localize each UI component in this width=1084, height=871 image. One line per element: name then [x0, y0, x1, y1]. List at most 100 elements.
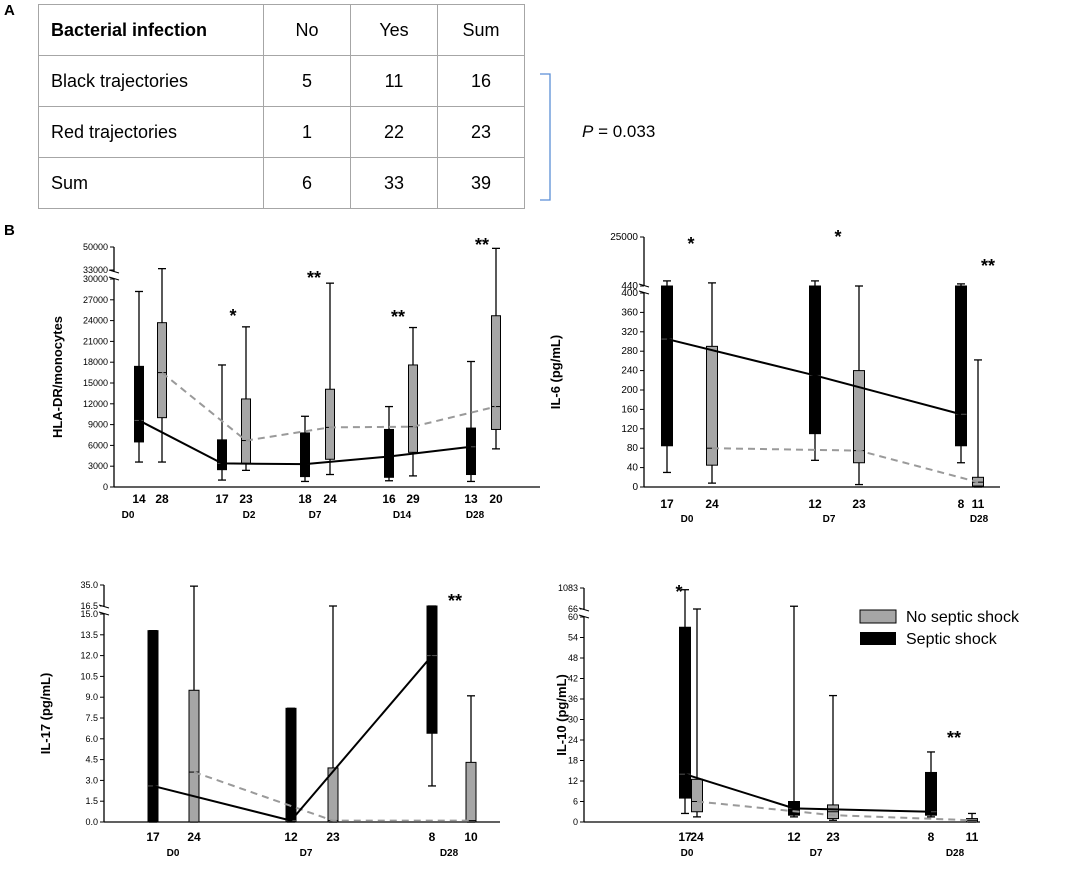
y-tick-label: 7.5: [85, 713, 98, 723]
n-label-septic-shock: 12: [787, 830, 801, 844]
y-tick-label: 15.0: [80, 609, 98, 619]
significance-mark: **: [947, 728, 961, 748]
y-tick-label: 30: [568, 715, 578, 725]
box-septic-shock: [217, 439, 227, 471]
line-no-septic-shock: [711, 447, 979, 484]
line-no-septic-shock: [193, 771, 471, 822]
p-symbol: P: [582, 122, 594, 141]
table-header-cell: No: [263, 4, 351, 56]
x-tick-label-day: D0: [122, 510, 135, 521]
n-label-septic-shock: 18: [298, 492, 312, 506]
n-label-no-septic-shock: 23: [826, 830, 840, 844]
box-no-septic-shock: [325, 388, 335, 460]
box-septic-shock: [147, 630, 159, 823]
n-label-no-septic-shock: 24: [323, 492, 337, 506]
box-no-septic-shock: [327, 767, 339, 823]
table-header-cell: Bacterial infection: [38, 4, 264, 56]
panel-a-label: A: [4, 2, 15, 19]
n-label-septic-shock: 16: [382, 492, 396, 506]
significance-mark: **: [391, 307, 405, 327]
y-tick-label: 33000: [83, 265, 108, 275]
n-label-septic-shock: 8: [429, 830, 436, 844]
n-label-no-septic-shock: 24: [705, 497, 719, 511]
y-tick-label: 3.0: [85, 775, 98, 785]
chart-panel-1: 0 3000 6000 9000 12000 15000 18000 21000 24000 27…: [50, 235, 540, 521]
significance-mark: *: [675, 582, 682, 602]
y-tick-label: 160: [621, 404, 638, 415]
significance-mark: **: [981, 256, 995, 276]
line-septic-shock: [138, 419, 472, 466]
n-label-no-septic-shock: 10: [464, 830, 478, 844]
box-no-septic-shock: [706, 345, 718, 466]
y-tick-label: 54: [568, 633, 578, 643]
y-tick-label: 440: [621, 281, 638, 292]
n-label-septic-shock: 17: [678, 830, 692, 844]
box-no-septic-shock: [408, 364, 418, 453]
y-tick-label: 6000: [88, 440, 108, 450]
legend-swatch-no-shock: [859, 609, 897, 624]
y-tick-label: 400: [621, 288, 638, 299]
line-septic-shock: [684, 773, 932, 813]
x-tick-label-day: D7: [309, 510, 322, 521]
x-tick-label-day: D28: [466, 510, 485, 521]
n-label-no-septic-shock: 23: [326, 830, 340, 844]
y-tick-label: 320: [621, 327, 638, 338]
y-tick-label: 13.5: [80, 630, 98, 640]
box-septic-shock: [466, 427, 476, 476]
table-header-row: Bacterial infection No Yes Sum: [38, 4, 525, 56]
y-tick-label: 66: [568, 604, 578, 614]
box-septic-shock: [809, 285, 821, 435]
significance-mark: *: [229, 306, 236, 326]
line-no-septic-shock: [696, 800, 973, 822]
y-tick-label: 12: [568, 776, 578, 786]
y-tick-label: 1083: [558, 583, 578, 593]
n-label-no-septic-shock: 20: [489, 492, 503, 506]
y-tick-label: 24000: [83, 316, 108, 326]
y-tick-label: 18000: [83, 357, 108, 367]
x-tick-label-day: D28: [946, 848, 965, 859]
n-label-no-septic-shock: 29: [406, 492, 420, 506]
table-cell: 5: [263, 55, 351, 107]
table-cell: Red trajectories: [38, 106, 264, 158]
x-tick-label-day: D0: [681, 514, 694, 525]
table-cell: 11: [350, 55, 438, 107]
y-tick-label: 9.0: [85, 692, 98, 702]
box-septic-shock: [384, 428, 394, 478]
x-tick-label-day: D28: [970, 514, 989, 525]
y-tick-label: 80: [627, 443, 639, 454]
y-tick-label: 50000: [83, 242, 108, 252]
y-axis-label: HLA-DR/monocytes: [50, 316, 65, 438]
x-tick-label-day: D7: [823, 514, 836, 525]
y-tick-label: 36: [568, 694, 578, 704]
y-axis-label: IL-17 (pg/mL): [38, 673, 53, 755]
table-header-cell: Yes: [350, 4, 438, 56]
n-label-no-septic-shock: 28: [155, 492, 169, 506]
n-label-no-septic-shock: 23: [852, 497, 866, 511]
n-label-no-septic-shock: 24: [187, 830, 201, 844]
legend-label-shock: Septic shock: [906, 631, 998, 648]
n-label-no-septic-shock: 23: [239, 492, 253, 506]
y-tick-label: 27000: [83, 295, 108, 305]
y-tick-label: 21000: [83, 336, 108, 346]
y-tick-label: 0.0: [85, 817, 98, 827]
y-tick-label: 42: [568, 674, 578, 684]
x-tick-label-day: D28: [440, 848, 459, 859]
table-cell: Sum: [38, 157, 264, 209]
table-cell: 22: [350, 106, 438, 158]
box-no-septic-shock: [853, 370, 865, 464]
box-septic-shock: [925, 771, 937, 816]
bacterial-infection-table: Bacterial infection No Yes Sum Black tra…: [38, 4, 525, 209]
y-tick-label: 0: [573, 817, 578, 827]
n-label-septic-shock: 17: [146, 830, 160, 844]
y-tick-label: 40: [627, 463, 639, 474]
table-cell: 23: [437, 106, 525, 158]
table-bracket: [540, 73, 551, 201]
y-tick-label: 35.0: [80, 580, 98, 590]
significance-mark: **: [307, 268, 321, 288]
line-septic-shock: [666, 338, 962, 416]
legend-label-no-shock: No septic shock: [906, 609, 1020, 626]
legend-swatch-shock: [860, 632, 896, 645]
box-septic-shock: [661, 285, 673, 447]
